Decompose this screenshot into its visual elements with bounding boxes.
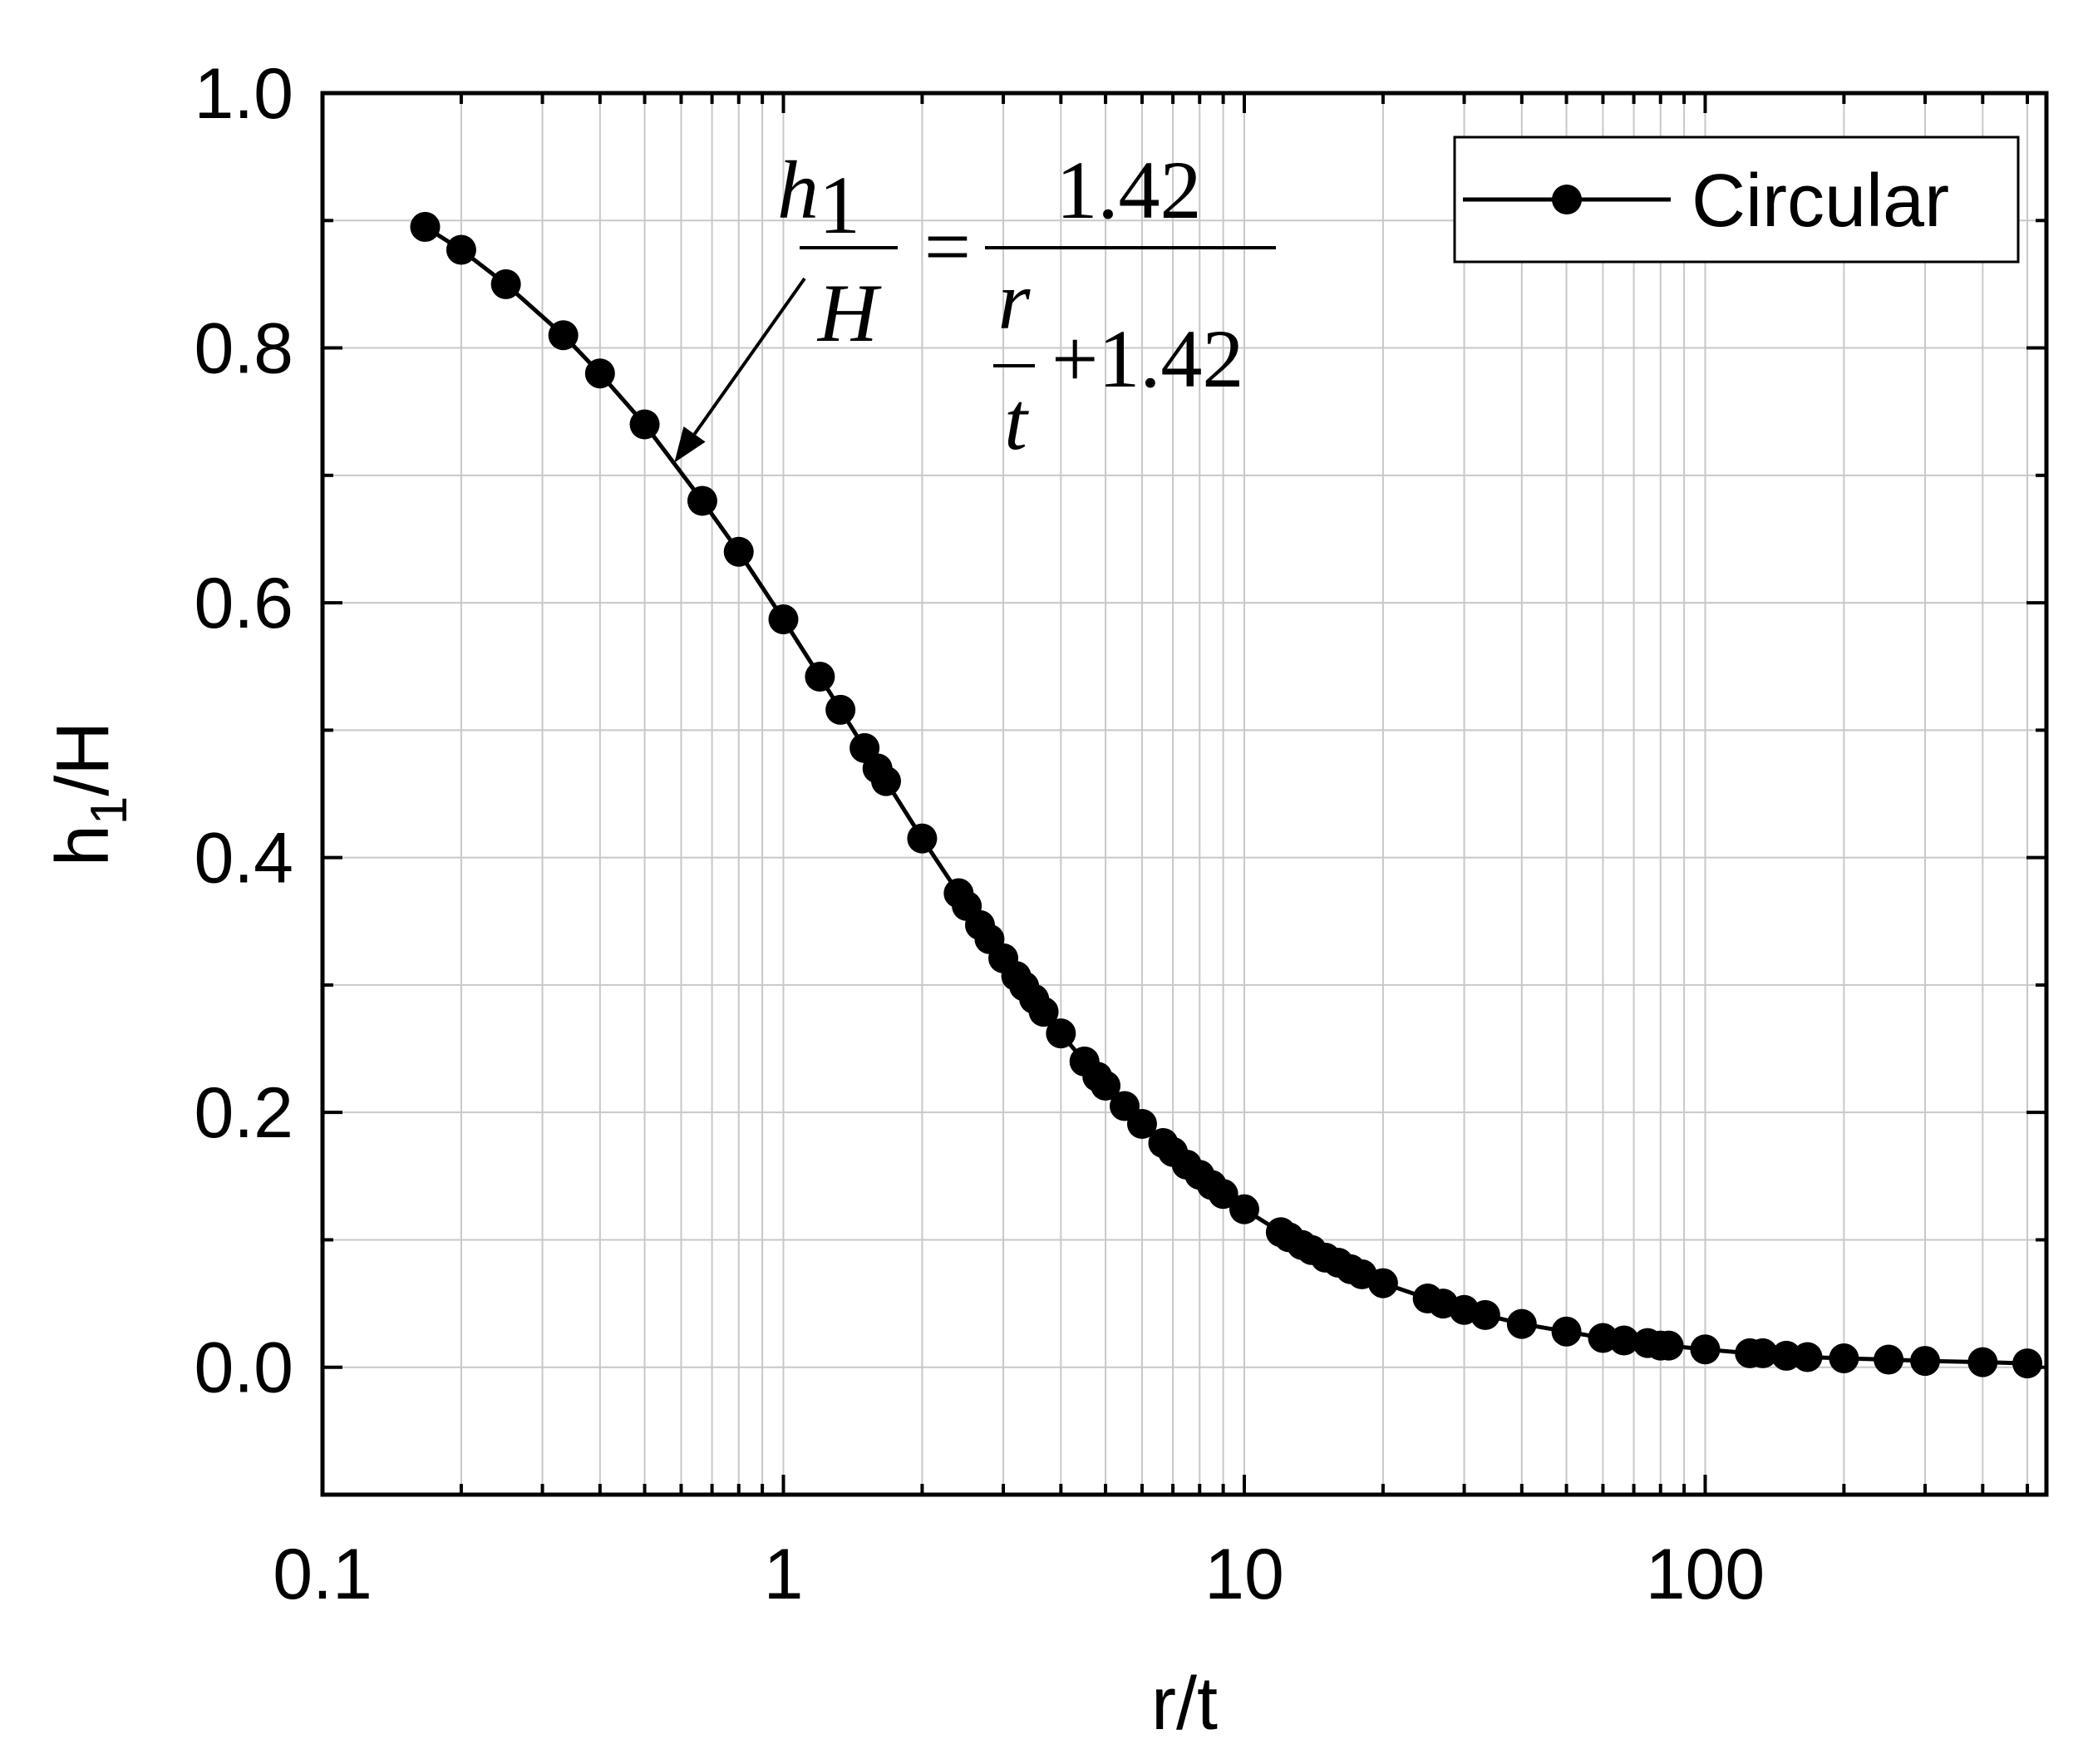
x-tick-label: 10 — [1204, 1535, 1284, 1614]
legend-marker — [1552, 185, 1582, 214]
data-point — [1653, 1330, 1684, 1361]
formula-rhs-den-rest: +1.42 — [1051, 313, 1243, 405]
y-tick-label: 0.0 — [194, 1328, 293, 1408]
data-point — [1747, 1338, 1778, 1368]
formula-arrow — [674, 277, 806, 463]
data-point — [1229, 1194, 1259, 1224]
formula-rhs-den-t: t — [1004, 375, 1029, 467]
x-axis-title: r/t — [1151, 1663, 1218, 1746]
y-tick-label: 0.8 — [194, 309, 293, 389]
data-point — [1028, 997, 1059, 1027]
y-axis-title-rest: /H — [42, 722, 125, 796]
data-point — [2012, 1348, 2043, 1379]
x-tick-label: 1 — [764, 1535, 804, 1614]
data-point — [629, 409, 660, 440]
plot-frame — [320, 91, 2049, 1497]
y-tick-label: 0.2 — [194, 1073, 293, 1153]
formula-rhs-den-r: r — [998, 254, 1032, 347]
data-point — [768, 604, 799, 635]
data-point — [1874, 1344, 1904, 1375]
data-point — [1608, 1325, 1639, 1356]
grid-lines — [322, 92, 2046, 1495]
data-point — [584, 358, 615, 389]
formula-arrow-head — [674, 426, 706, 463]
formula-rhs-numerator: 1.42 — [1056, 144, 1202, 236]
data-point — [1967, 1347, 1998, 1377]
y-axis-title-subscript: 1 — [81, 796, 138, 825]
data-point — [870, 766, 901, 796]
y-axis-title-main: h — [42, 825, 125, 866]
y-axis-title: h1/H — [42, 722, 138, 867]
legend-label: Circular — [1692, 160, 1949, 243]
data-point — [1126, 1108, 1157, 1139]
y-tick-label: 0.4 — [194, 819, 293, 899]
data-point — [805, 661, 835, 692]
x-tick-label: 100 — [1646, 1535, 1765, 1614]
data-point — [825, 694, 856, 725]
x-tick-labels: 0.1 1 10 100 — [273, 1535, 1765, 1614]
data-point — [410, 211, 441, 242]
x-tick-label: 0.1 — [273, 1535, 372, 1614]
data-point — [1470, 1299, 1500, 1330]
data-point — [490, 269, 521, 299]
data-point — [1551, 1316, 1582, 1347]
data-point — [1792, 1342, 1823, 1372]
data-point — [1910, 1346, 1941, 1377]
series-marker-layer — [410, 211, 2043, 1379]
data-point — [1046, 1018, 1076, 1049]
legend: Circular — [1453, 136, 2020, 264]
data-point — [1091, 1070, 1121, 1101]
data-point — [1829, 1343, 1859, 1373]
axis-ticks — [321, 91, 2046, 1496]
y-tick-labels: 0.0 0.2 0.4 0.6 0.8 1.0 — [194, 54, 293, 1408]
formula-equals: = — [924, 200, 971, 293]
formula-lhs-denominator: H — [816, 267, 882, 359]
data-point — [1367, 1268, 1398, 1298]
data-point — [1690, 1334, 1721, 1365]
formula-lhs-numerator: h1 — [777, 144, 860, 251]
data-point — [1208, 1179, 1238, 1210]
data-point — [723, 536, 754, 567]
formula-annotation: h1 H = 1.42 r t +1.42 — [777, 144, 1276, 467]
data-point — [1506, 1308, 1537, 1339]
y-tick-label: 1.0 — [194, 54, 293, 134]
data-point — [446, 234, 476, 265]
formula-arrow-shaft — [692, 277, 806, 436]
data-point — [907, 823, 938, 854]
y-tick-label: 0.6 — [194, 564, 293, 643]
data-point — [687, 485, 717, 516]
data-point — [548, 320, 579, 351]
